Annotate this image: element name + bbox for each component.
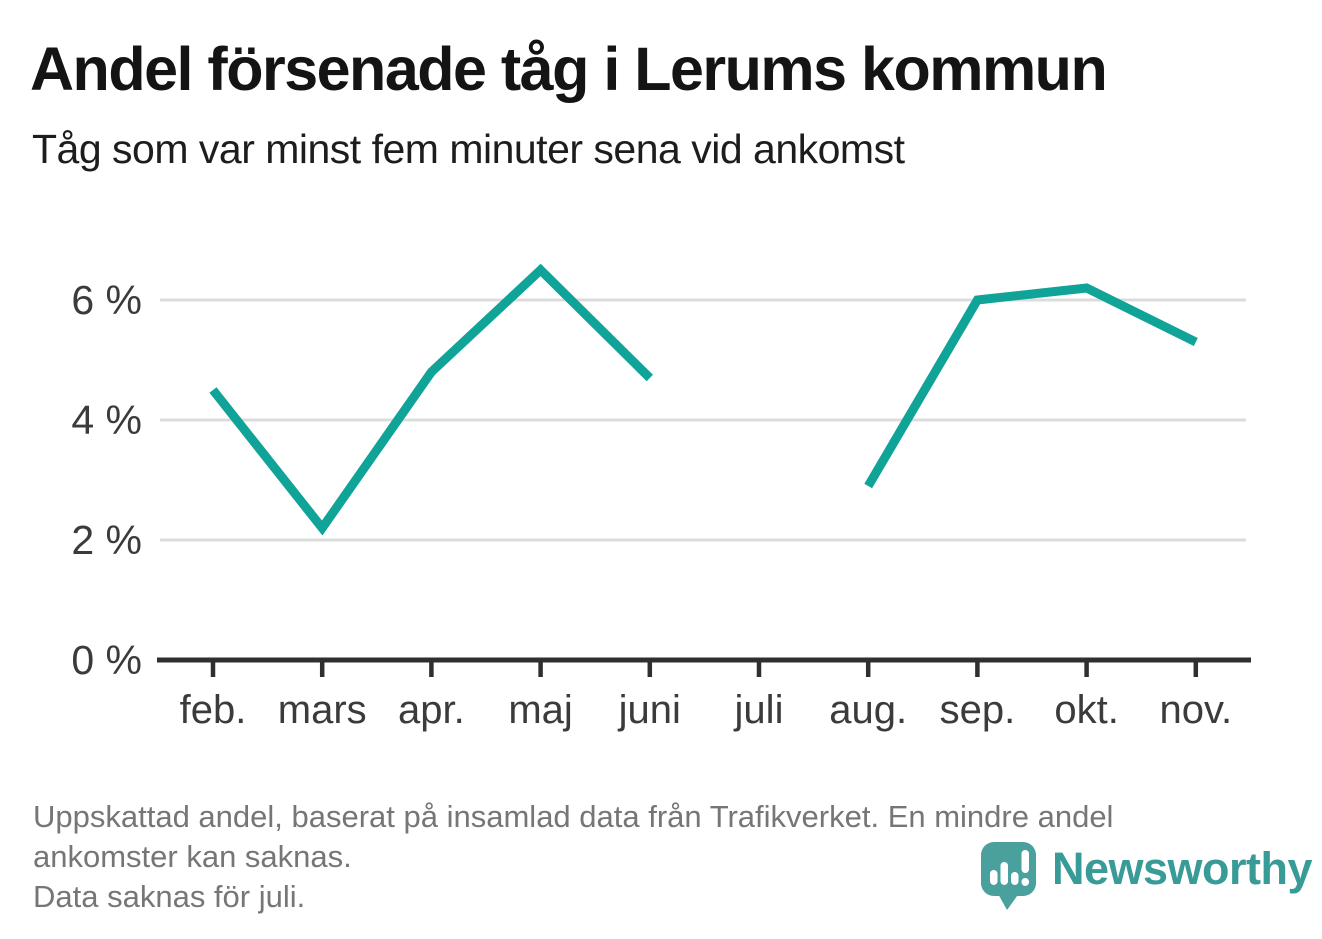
svg-text:mars: mars: [278, 688, 367, 732]
svg-text:apr.: apr.: [398, 688, 465, 732]
svg-text:0 %: 0 %: [71, 637, 142, 683]
svg-text:okt.: okt.: [1054, 688, 1118, 732]
svg-text:sep.: sep.: [940, 688, 1016, 732]
svg-text:4 %: 4 %: [71, 397, 142, 443]
newsworthy-logo: Newsworthy: [980, 842, 1313, 911]
chart-subtitle: Tåg som var minst fem minuter sena vid a…: [32, 126, 905, 172]
svg-text:maj: maj: [508, 688, 572, 732]
footnote-line: Data saknas för juli.: [33, 879, 306, 914]
svg-text:6 %: 6 %: [71, 277, 142, 323]
chart-title: Andel försenade tåg i Lerums kommun: [30, 35, 1108, 103]
svg-text:juni: juni: [618, 688, 681, 732]
newsworthy-logo-text: Newsworthy: [1052, 843, 1313, 894]
svg-text:2 %: 2 %: [71, 517, 142, 563]
svg-text:juli: juli: [734, 688, 784, 732]
newsworthy-logo-icon: [981, 842, 1036, 910]
footnotes: Uppskattad andel, baserat på insamlad da…: [33, 797, 1113, 917]
svg-text:aug.: aug.: [829, 688, 907, 732]
footnote-line: ankomster kan saknas.: [33, 839, 352, 874]
svg-text:nov.: nov.: [1159, 688, 1232, 732]
svg-text:feb.: feb.: [180, 688, 247, 732]
footnote-line: Uppskattad andel, baserat på insamlad da…: [33, 799, 1114, 834]
